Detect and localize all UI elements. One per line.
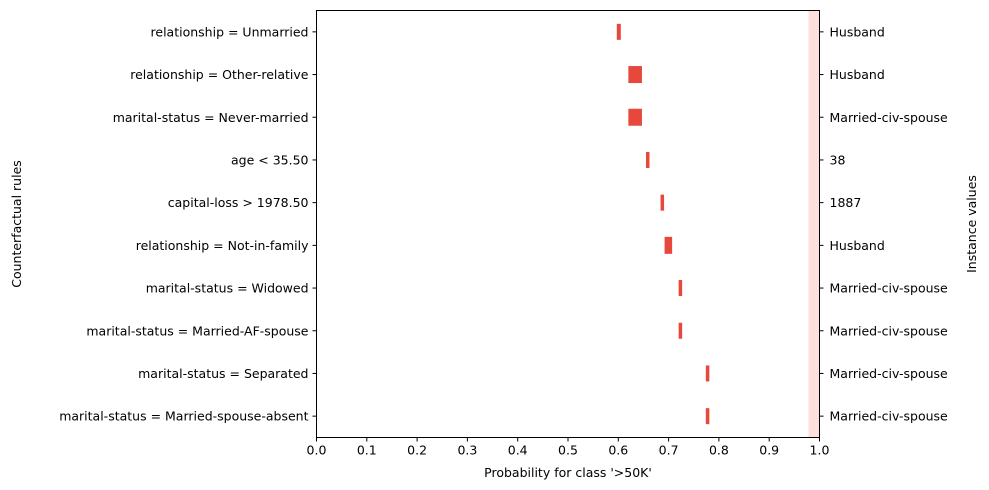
rule-bar [664, 236, 673, 254]
rule-label: relationship = Unmarried [151, 24, 309, 39]
instance-value-label: Married-civ-spouse [830, 281, 949, 296]
rule-label: marital-status = Widowed [146, 281, 309, 296]
x-tick-label: 1.0 [810, 443, 830, 458]
rule-bar [660, 194, 665, 211]
y-axis-label-right: Instance values [964, 175, 979, 273]
shade-layer [808, 10, 820, 438]
rule-labels: relationship = Unmarried relationship = O… [59, 24, 317, 424]
rule-label: capital-loss > 1978.50 [168, 195, 309, 210]
rule-bar [678, 322, 683, 339]
rule-label: relationship = Not-in-family [136, 238, 309, 253]
x-tick-label: 0.0 [307, 443, 327, 458]
x-tick-label: 0.6 [608, 443, 628, 458]
rule-bar [628, 108, 642, 126]
y-axis-label-left: Counterfactual rules [9, 160, 24, 288]
x-tick-label: 0.4 [508, 443, 528, 458]
rule-bar [616, 23, 621, 40]
instance-value-labels: Husband Husband Married-civ-spouse 38 1887 Hu… [819, 24, 949, 424]
rule-label: marital-status = Never-married [113, 110, 309, 125]
instance-value-label: Husband [830, 67, 885, 82]
x-tick-label: 0.2 [407, 443, 427, 458]
rule-bar [645, 151, 650, 168]
x-tick-label: 0.5 [558, 443, 578, 458]
instance-value-label: Married-civ-spouse [830, 366, 949, 381]
rule-label: relationship = Other-relative [130, 67, 309, 82]
x-axis-label: Probability for class '>50K' [484, 465, 652, 480]
rule-bar [705, 408, 710, 425]
rule-label: marital-status = Separated [138, 366, 308, 381]
x-tick-label: 0.1 [357, 443, 377, 458]
instance-value-label: Married-civ-spouse [830, 323, 949, 338]
rule-label: age < 35.50 [231, 152, 309, 167]
x-tick-label: 0.3 [457, 443, 477, 458]
rule-label: marital-status = Married-spouse-absent [59, 409, 308, 424]
instance-value-label: 38 [830, 152, 846, 167]
bars-layer [616, 23, 710, 425]
instance-value-label: Husband [830, 24, 885, 39]
rule-bar [628, 66, 642, 84]
probability-shade [808, 10, 820, 438]
instance-value-label: Married-civ-spouse [830, 110, 949, 125]
instance-value-label: Married-civ-spouse [830, 409, 949, 424]
x-tick-label: 0.9 [759, 443, 779, 458]
rule-label: marital-status = Married-AF-spouse [86, 323, 308, 338]
instance-value-label: 1887 [830, 195, 862, 210]
x-tick-label: 0.8 [709, 443, 729, 458]
x-axis: 0.0 0.1 0.2 0.3 0.4 0.5 0.6 0.7 0.8 0.9 1.0 [307, 437, 830, 458]
rule-bar [705, 365, 710, 382]
instance-value-label: Husband [830, 238, 885, 253]
x-tick-label: 0.7 [659, 443, 679, 458]
rule-bar [678, 280, 683, 297]
